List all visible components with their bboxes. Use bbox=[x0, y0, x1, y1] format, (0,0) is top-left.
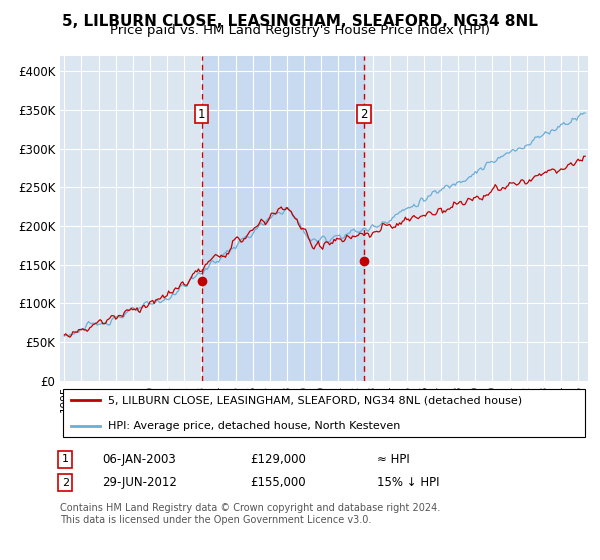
Text: £129,000: £129,000 bbox=[250, 453, 306, 466]
Text: 29-JUN-2012: 29-JUN-2012 bbox=[102, 477, 177, 489]
Text: 1: 1 bbox=[62, 454, 69, 464]
Text: 5, LILBURN CLOSE, LEASINGHAM, SLEAFORD, NG34 8NL: 5, LILBURN CLOSE, LEASINGHAM, SLEAFORD, … bbox=[62, 14, 538, 29]
Text: ≈ HPI: ≈ HPI bbox=[377, 453, 410, 466]
FancyBboxPatch shape bbox=[62, 389, 586, 437]
Text: £155,000: £155,000 bbox=[250, 477, 306, 489]
Text: 2: 2 bbox=[62, 478, 69, 488]
Text: 2: 2 bbox=[360, 108, 368, 120]
Text: 1: 1 bbox=[198, 108, 205, 120]
Text: 06-JAN-2003: 06-JAN-2003 bbox=[102, 453, 176, 466]
Text: Price paid vs. HM Land Registry's House Price Index (HPI): Price paid vs. HM Land Registry's House … bbox=[110, 24, 490, 37]
Text: Contains HM Land Registry data © Crown copyright and database right 2024.: Contains HM Land Registry data © Crown c… bbox=[60, 503, 440, 513]
Text: 15% ↓ HPI: 15% ↓ HPI bbox=[377, 477, 439, 489]
Text: HPI: Average price, detached house, North Kesteven: HPI: Average price, detached house, Nort… bbox=[107, 421, 400, 431]
Text: 5, LILBURN CLOSE, LEASINGHAM, SLEAFORD, NG34 8NL (detached house): 5, LILBURN CLOSE, LEASINGHAM, SLEAFORD, … bbox=[107, 395, 521, 405]
Bar bbox=[202, 56, 364, 381]
Text: This data is licensed under the Open Government Licence v3.0.: This data is licensed under the Open Gov… bbox=[60, 515, 371, 525]
